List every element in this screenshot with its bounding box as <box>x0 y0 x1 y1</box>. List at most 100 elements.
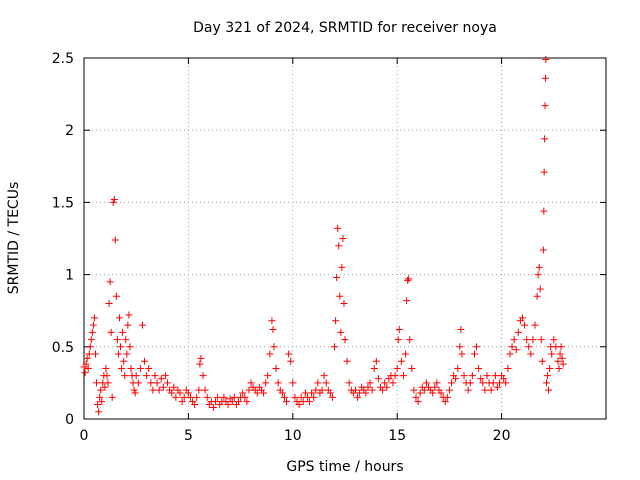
data-point <box>224 401 232 409</box>
data-point <box>433 379 441 387</box>
data-point <box>161 372 169 380</box>
data-point <box>131 389 139 397</box>
data-point <box>338 263 346 271</box>
data-point <box>493 383 501 391</box>
data-point <box>334 224 342 232</box>
data-point <box>481 386 489 394</box>
data-point <box>201 386 209 394</box>
data-point <box>134 379 142 387</box>
data-point <box>114 350 122 358</box>
data-point <box>447 379 455 387</box>
data-point <box>502 379 510 387</box>
data-point <box>84 364 92 372</box>
data-point <box>422 379 430 387</box>
data-point <box>197 354 205 362</box>
data-point <box>88 328 96 336</box>
data-point <box>544 372 552 380</box>
data-point <box>339 235 347 242</box>
data-point <box>186 393 194 401</box>
data-point <box>456 343 464 351</box>
data-point <box>312 386 320 394</box>
data-point <box>514 328 522 336</box>
data-point <box>241 393 249 401</box>
data-point <box>383 383 391 391</box>
data-point <box>95 408 103 416</box>
data-point <box>340 299 348 307</box>
data-point <box>394 336 402 344</box>
data-point <box>127 364 135 372</box>
data-point <box>97 386 105 394</box>
y-tick-label: 1.5 <box>52 195 74 211</box>
data-point <box>308 389 316 397</box>
data-point <box>470 350 478 358</box>
y-tick-label: 0 <box>65 412 74 428</box>
data-point <box>122 336 130 344</box>
data-point <box>356 389 364 397</box>
data-point <box>364 383 372 391</box>
x-tick-label: 10 <box>284 428 302 444</box>
data-point <box>464 386 472 394</box>
data-point <box>314 379 322 387</box>
data-point <box>354 393 362 401</box>
data-point <box>209 403 217 411</box>
x-axis-label: GPS time / hours <box>286 459 403 475</box>
data-point <box>542 55 550 63</box>
data-point <box>264 372 272 380</box>
data-point <box>322 379 330 387</box>
data-point <box>170 383 178 391</box>
data-point <box>115 314 123 322</box>
data-point <box>172 393 180 401</box>
data-point <box>479 379 487 387</box>
data-point <box>105 299 113 307</box>
x-tick-label: 20 <box>493 428 511 444</box>
data-point <box>460 372 468 380</box>
data-point <box>191 401 199 409</box>
data-point <box>335 242 343 250</box>
data-point <box>268 317 276 325</box>
data-point <box>506 350 514 358</box>
data-point <box>527 350 535 358</box>
chart-title: Day 321 of 2024, SRMTID for receiver noy… <box>193 20 497 36</box>
data-point <box>399 372 407 380</box>
data-point <box>297 393 305 401</box>
data-point <box>550 336 558 344</box>
data-point <box>333 273 341 281</box>
data-point <box>445 386 453 394</box>
data-point <box>159 383 167 391</box>
data-point <box>106 278 114 286</box>
data-point <box>533 292 541 300</box>
data-point <box>274 379 282 387</box>
data-point <box>310 393 318 401</box>
data-point <box>180 393 188 401</box>
data-point <box>299 398 307 406</box>
data-point <box>145 364 153 372</box>
data-point <box>306 398 314 406</box>
data-point <box>123 350 131 358</box>
data-point <box>557 343 565 351</box>
data-point <box>272 364 280 372</box>
data-point <box>119 328 127 336</box>
data-point <box>283 398 291 406</box>
data-point <box>328 393 336 401</box>
data-point <box>245 386 253 394</box>
data-point <box>112 292 120 300</box>
data-point <box>554 357 562 365</box>
data-point <box>408 364 416 372</box>
data-point <box>491 372 499 380</box>
data-point <box>545 386 553 394</box>
data-point <box>351 386 359 394</box>
data-point <box>285 350 293 358</box>
data-point <box>94 401 102 409</box>
data-point <box>368 386 376 394</box>
data-point <box>525 343 533 351</box>
data-point <box>318 386 326 394</box>
data-point <box>468 372 476 380</box>
data-point <box>458 350 466 358</box>
data-point <box>86 343 94 351</box>
data-point <box>437 389 445 397</box>
data-point <box>537 336 545 344</box>
data-point <box>412 393 420 401</box>
data-point <box>243 398 251 406</box>
data-point <box>454 364 462 372</box>
x-tick-label: 0 <box>80 428 89 444</box>
